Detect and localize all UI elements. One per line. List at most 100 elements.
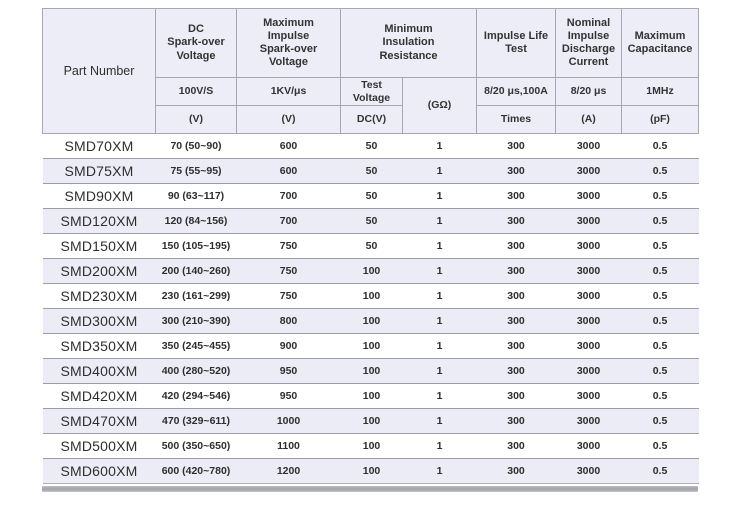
part-number-cell: SMD420XM [42,383,156,409]
spec-value-cell: 3000 [555,458,622,484]
part-number-cell: SMD350XM [42,333,156,359]
spec-value-cell: 50 [340,233,403,259]
spec-value-cell: 3000 [555,333,622,359]
part-number-cell: SMD500XM [42,433,156,459]
spec-value-cell: 0.5 [621,433,699,459]
spec-value-cell: 750 [236,233,341,259]
spec-value-cell: 3000 [555,283,622,309]
col-header-nominal-impulse-discharge-current: Nominal Impulse Discharge Current [555,8,622,78]
spec-value-cell: 1 [402,233,477,259]
spec-value-cell: 1 [402,283,477,309]
spec-value-cell: 1100 [236,433,341,459]
table-row: SMD350XM 350 (245~455) 900 100 1 300 3000 0.5 [42,333,699,359]
table-bottom-bar [42,486,698,493]
unit-max-capacitance: (pF) [621,105,699,135]
part-number-cell: SMD75XM [42,158,156,184]
spec-value-cell: 300 [476,383,556,409]
spec-value-cell: 100 [340,308,403,334]
spec-value-cell: 1 [402,458,477,484]
spec-value-cell: 300 [476,408,556,434]
spec-value-cell: 0.5 [621,258,699,284]
spec-value-cell: 0.5 [621,458,699,484]
spec-value-cell: 1 [402,308,477,334]
spec-value-cell: 120 (84~156) [155,208,237,234]
table-row: SMD420XM 420 (294~546) 950 100 1 300 3000 0.5 [42,383,699,409]
condition-max-capacitance: 1MHz [621,76,699,107]
condition-dc-sparkover: 100V/S [155,76,237,107]
unit-test-voltage: DC(V) [340,105,403,135]
col-header-max-impulse-sparkover-voltage: Maximum Impulse Spark-over Voltage [236,8,341,78]
table-row: SMD300XM 300 (210~390) 800 100 1 300 3000 0.5 [42,308,699,334]
condition-test-voltage: Test Voltage [340,76,403,107]
condition-impulse-life: 8/20 μs,100A [476,76,556,107]
spec-value-cell: 0.5 [621,133,699,159]
spec-value-cell: 50 [340,133,403,159]
spec-value-cell: 3000 [555,383,622,409]
spec-value-cell: 100 [340,358,403,384]
spec-value-cell: 3000 [555,433,622,459]
spec-value-cell: 90 (63~117) [155,183,237,209]
spec-value-cell: 470 (329~611) [155,408,237,434]
spec-value-cell: 0.5 [621,333,699,359]
condition-nominal-discharge: 8/20 μs [555,76,622,107]
spec-value-cell: 1 [402,433,477,459]
unit-dc-sparkover: (V) [155,105,237,135]
part-number-cell: SMD70XM [42,133,156,159]
col-header-impulse-life-test: Impulse Life Test [476,8,556,78]
table-row: SMD600XM 600 (420~780) 1200 100 1 300 3000 0.5 [42,458,699,484]
spec-value-cell: 300 (210~390) [155,308,237,334]
spec-table-header: Part Number DC Spark-over Voltage Maximu… [42,7,699,135]
spec-value-cell: 0.5 [621,383,699,409]
spec-value-cell: 3000 [555,183,622,209]
spec-value-cell: 3000 [555,308,622,334]
part-number-cell: SMD300XM [42,308,156,334]
spec-value-cell: 700 [236,208,341,234]
spec-table: Part Number DC Spark-over Voltage Maximu… [42,7,699,485]
col-header-min-insulation-resistance: Minimum Insulation Resistance [340,8,477,78]
spec-value-cell: 300 [476,183,556,209]
col-header-part-number: Part Number [42,7,156,135]
spec-value-cell: 0.5 [621,158,699,184]
part-number-cell: SMD600XM [42,458,156,484]
spec-value-cell: 50 [340,158,403,184]
spec-value-cell: 0.5 [621,208,699,234]
spec-value-cell: 3000 [555,208,622,234]
spec-value-cell: 300 [476,208,556,234]
spec-value-cell: 3000 [555,233,622,259]
spec-value-cell: 1000 [236,408,341,434]
table-row: SMD70XM 70 (50~90) 600 50 1 300 3000 0.5 [42,133,699,159]
spec-value-cell: 3000 [555,358,622,384]
spec-value-cell: 420 (294~546) [155,383,237,409]
spec-value-cell: 0.5 [621,358,699,384]
table-row: SMD120XM 120 (84~156) 700 50 1 300 3000 0.5 [42,208,699,234]
spec-value-cell: 750 [236,258,341,284]
spec-value-cell: 50 [340,208,403,234]
spec-value-cell: 300 [476,233,556,259]
unit-min-insulation: (GΩ) [402,76,477,135]
table-row: SMD150XM 150 (105~195) 750 50 1 300 3000 0.5 [42,233,699,259]
spec-value-cell: 100 [340,258,403,284]
spec-value-cell: 50 [340,183,403,209]
spec-value-cell: 300 [476,433,556,459]
table-row: SMD400XM 400 (280~520) 950 100 1 300 3000 0.5 [42,358,699,384]
spec-value-cell: 100 [340,408,403,434]
part-number-cell: SMD120XM [42,208,156,234]
spec-value-cell: 600 [236,133,341,159]
col-header-dc-sparkover-voltage: DC Spark-over Voltage [155,8,237,78]
spec-value-cell: 100 [340,283,403,309]
spec-value-cell: 700 [236,183,341,209]
spec-value-cell: 300 [476,333,556,359]
table-row: SMD75XM 75 (55~95) 600 50 1 300 3000 0.5 [42,158,699,184]
spec-value-cell: 75 (55~95) [155,158,237,184]
spec-value-cell: 3000 [555,258,622,284]
spec-value-cell: 300 [476,158,556,184]
spec-value-cell: 0.5 [621,233,699,259]
spec-value-cell: 100 [340,383,403,409]
spec-value-cell: 600 (420~780) [155,458,237,484]
spec-value-cell: 300 [476,358,556,384]
spec-value-cell: 800 [236,308,341,334]
part-number-cell: SMD400XM [42,358,156,384]
spec-value-cell: 100 [340,458,403,484]
spec-value-cell: 100 [340,433,403,459]
table-row: SMD230XM 230 (161~299) 750 100 1 300 3000 0.5 [42,283,699,309]
